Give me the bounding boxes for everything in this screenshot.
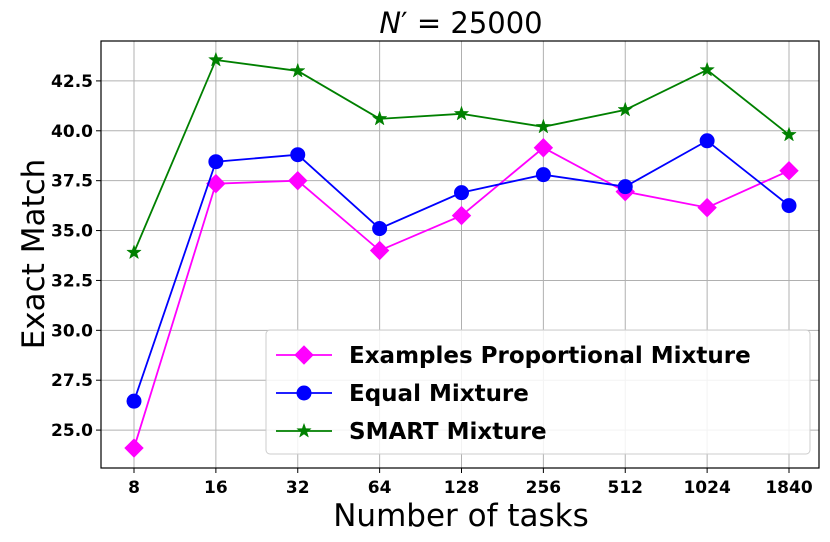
data-point-smart-mixture: [699, 61, 715, 77]
data-point-smart-mixture: [208, 51, 224, 67]
x-tick-label: 8: [128, 478, 140, 498]
legend-label-smart-mixture: SMART Mixture: [349, 419, 547, 445]
legend-label-examples-proportional-mixture: Examples Proportional Mixture: [349, 343, 751, 369]
y-tick-label: 42.5: [51, 72, 93, 92]
series-examples-proportional-mixture: [124, 138, 799, 458]
data-point-equal-mixture: [699, 133, 715, 149]
series-equal-mixture: [126, 133, 797, 409]
data-point-examples-proportional-mixture: [451, 205, 472, 226]
data-point-smart-mixture: [289, 62, 306, 78]
y-tick-label: 25.0: [51, 421, 93, 441]
data-point-equal-mixture: [535, 167, 551, 183]
legend-marker-examples-proportional-mixture: [294, 345, 314, 365]
data-point-smart-mixture: [453, 105, 470, 121]
legend: Examples Proportional Mixture Equal Mixtu…: [265, 329, 811, 455]
legend-frame: [265, 329, 811, 455]
data-point-smart-mixture: [535, 118, 552, 134]
y-tick-label: 40.0: [51, 122, 93, 142]
x-tick-label: 1024: [683, 478, 730, 498]
y-tick-label: 27.5: [51, 371, 93, 391]
legend-marker-equal-mixture: [296, 385, 312, 401]
x-tick-label: 1840: [765, 478, 812, 498]
ticks: 25.0 27.5 30.0 32.5 35.0 37.5 40.0 42.5 8 16 32 64 1…: [51, 72, 813, 498]
data-point-examples-proportional-mixture: [779, 160, 799, 181]
x-axis-title: Number of tasks: [333, 498, 589, 534]
data-point-examples-proportional-mixture: [533, 138, 554, 158]
legend-items: Examples Proportional Mixture Equal Mixtu…: [276, 343, 751, 445]
x-tick-label: 64: [368, 478, 392, 498]
x-tick-label: 512: [608, 478, 644, 498]
x-tick-label: 32: [286, 478, 310, 498]
data-point-equal-mixture: [372, 221, 388, 237]
legend-marker-smart-mixture: [296, 422, 312, 438]
data-point-smart-mixture: [371, 110, 388, 126]
y-tick-label: 32.5: [51, 271, 93, 291]
data-point-examples-proportional-mixture: [124, 438, 144, 458]
data-point-equal-mixture: [208, 154, 224, 170]
legend-label-equal-mixture: Equal Mixture: [349, 381, 529, 407]
y-tick-label: 35.0: [51, 222, 93, 242]
y-axis-title: Exact Match: [16, 159, 52, 350]
series-smart-mixture: [126, 51, 797, 260]
chart-title-prime: ′: [401, 6, 408, 40]
series-lines: [124, 51, 799, 458]
data-point-smart-mixture: [617, 101, 634, 117]
data-point-equal-mixture: [454, 185, 469, 201]
x-tick-label: 128: [444, 478, 480, 498]
plot-frame: [100, 40, 820, 469]
data-point-equal-mixture: [781, 198, 797, 214]
x-tick-label: 16: [204, 478, 228, 498]
data-point-examples-proportional-mixture: [288, 170, 308, 191]
y-tick-label: 37.5: [51, 172, 93, 192]
data-point-equal-mixture: [617, 179, 633, 195]
chart-title: N′ = 25000: [379, 6, 542, 40]
y-tick-label: 30.0: [51, 321, 93, 341]
data-point-examples-proportional-mixture: [697, 197, 717, 218]
chart-title-symbol: N: [379, 6, 401, 40]
data-point-smart-mixture: [781, 126, 797, 142]
x-tick-label: 256: [526, 478, 562, 498]
data-point-examples-proportional-mixture: [369, 240, 390, 261]
chart-title-value: = 25000: [408, 6, 543, 40]
data-point-smart-mixture: [126, 244, 142, 260]
data-point-examples-proportional-mixture: [206, 173, 226, 194]
data-point-equal-mixture: [126, 393, 142, 409]
data-point-equal-mixture: [290, 147, 306, 163]
